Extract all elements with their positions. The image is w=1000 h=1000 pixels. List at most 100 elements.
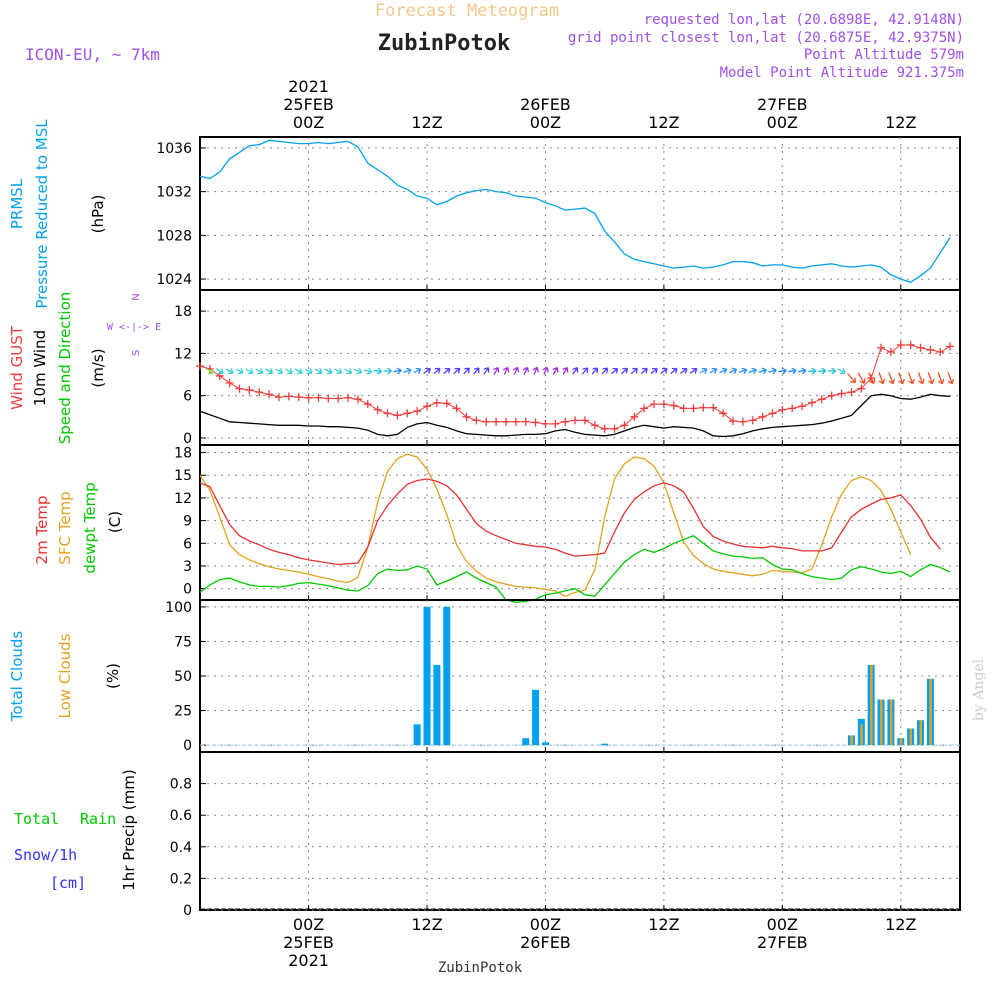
wind-panel: Wind GUST 10m Wind Speed and Direction (… — [8, 289, 961, 447]
total-cloud-bar — [423, 606, 431, 746]
wind-label-10m: 10m Wind — [31, 330, 49, 406]
gust-marker — [363, 400, 372, 409]
closest-lonlat: grid point closest lon,lat (20.6875E, 42… — [568, 30, 964, 46]
gust-marker — [886, 348, 895, 356]
total-cloud-bar — [601, 743, 609, 746]
gust-marker — [630, 412, 639, 421]
gust-marker — [501, 417, 510, 426]
precip-frame — [199, 751, 961, 911]
wind-direction-arrow — [304, 368, 313, 375]
gust-marker — [689, 404, 698, 413]
bottom-time-label: 12Z — [411, 915, 442, 934]
wind-direction-arrow — [748, 367, 758, 375]
wind-direction-arrow — [433, 367, 441, 375]
gust-marker — [571, 416, 580, 425]
wind-direction-arrow — [255, 368, 264, 375]
gust-marker — [442, 399, 451, 408]
gust-marker — [640, 404, 649, 413]
wind-direction-arrow — [640, 367, 648, 375]
temp2m-line — [199, 478, 941, 566]
cloud-label-total: Total Clouds — [8, 631, 26, 723]
gust-marker — [719, 409, 728, 418]
wind-direction-arrow — [572, 367, 579, 375]
wind-direction-arrow — [670, 367, 678, 375]
low-cloud-bar — [850, 735, 853, 746]
gust-marker — [610, 424, 619, 433]
wind-direction-arrow — [373, 367, 383, 375]
wind-direction-arrow — [581, 367, 589, 375]
gust-marker — [768, 409, 777, 418]
sfc-temp-line — [199, 453, 912, 597]
precip-label-total: Total — [14, 810, 59, 828]
compass-n: N — [131, 293, 142, 300]
wind-direction-arrow — [907, 372, 915, 385]
gust-marker — [699, 403, 708, 412]
gust-marker — [324, 394, 333, 403]
cloud-label-unit: (%) — [104, 663, 122, 689]
gust-marker — [294, 393, 303, 402]
gust-marker — [452, 404, 461, 413]
gust-marker — [403, 409, 412, 418]
wind-direction-arrow — [473, 367, 480, 375]
gust-marker — [531, 418, 540, 427]
wind-direction-arrow — [413, 367, 422, 374]
wind-direction-arrow — [235, 368, 244, 375]
wind-direction-arrow — [917, 372, 925, 385]
cloud-ytick-label: 100 — [165, 600, 192, 616]
total-cloud-bar — [522, 738, 530, 746]
bottom-time-label: 27FEB — [757, 933, 808, 952]
low-cloud-bar — [870, 664, 873, 746]
precip-ytick-label: 0 — [183, 903, 192, 919]
total-cloud-bar — [413, 724, 421, 746]
wind-label-unit: (m/s) — [89, 348, 107, 387]
low-cloud-bar — [860, 724, 863, 746]
gust-marker — [561, 417, 570, 426]
gust-marker — [432, 398, 441, 407]
temp-label-dewpt: dewpt Temp — [81, 482, 99, 573]
temp-ytick-label: 18 — [174, 446, 192, 462]
wind-direction-arrow — [512, 366, 520, 375]
wind-label-gust: Wind GUST — [8, 325, 26, 410]
gust-marker — [541, 419, 550, 428]
wind-direction-arrow — [294, 368, 303, 375]
top-time-label: 12Z — [411, 113, 442, 132]
wind-direction-arrow — [502, 366, 510, 375]
wind-direction-arrow — [532, 366, 539, 375]
dewpt-line — [199, 534, 951, 603]
bottom-time-label: 00Z — [530, 915, 561, 934]
compass-we: W <-|-> E — [107, 322, 161, 333]
gust-marker — [778, 405, 787, 414]
precip-ytick-label: 0.6 — [170, 808, 192, 824]
low-cloud-bar — [880, 699, 883, 746]
gust-marker — [659, 400, 668, 409]
wind-direction-arrow — [344, 368, 353, 375]
gust-marker — [827, 391, 836, 400]
bottom-time-label: 00Z — [293, 915, 324, 934]
top-time-label: 00Z — [293, 113, 324, 132]
gust-marker — [936, 348, 945, 356]
gust-marker — [551, 419, 560, 428]
temp-ytick-label: 0 — [183, 582, 192, 598]
wind-ytick-label: 18 — [174, 304, 192, 320]
top-time-label: 27FEB — [757, 95, 808, 114]
gust-marker — [196, 362, 204, 371]
gust-marker — [373, 405, 382, 414]
wind-direction-arrow — [817, 367, 827, 375]
wind-direction-arrow — [827, 367, 837, 375]
precip-ytick-label: 0.4 — [170, 840, 192, 856]
cloud-ytick-label: 50 — [174, 669, 192, 685]
wind-direction-arrow — [483, 367, 490, 375]
wind-direction-arrow — [403, 367, 412, 375]
cloud-ytick-label: 75 — [174, 634, 192, 650]
wind-direction-arrow — [522, 366, 530, 375]
wind-ytick-label: 6 — [183, 389, 192, 405]
wind-label-dir: Speed and Direction — [56, 292, 74, 445]
location-title: ZubinPotok — [378, 31, 510, 56]
wind-direction-arrow — [393, 367, 402, 375]
wind-direction-arrow — [423, 367, 431, 374]
gust-marker — [807, 398, 816, 407]
pressure-line — [199, 139, 951, 284]
temp-ytick-label: 3 — [183, 559, 192, 575]
